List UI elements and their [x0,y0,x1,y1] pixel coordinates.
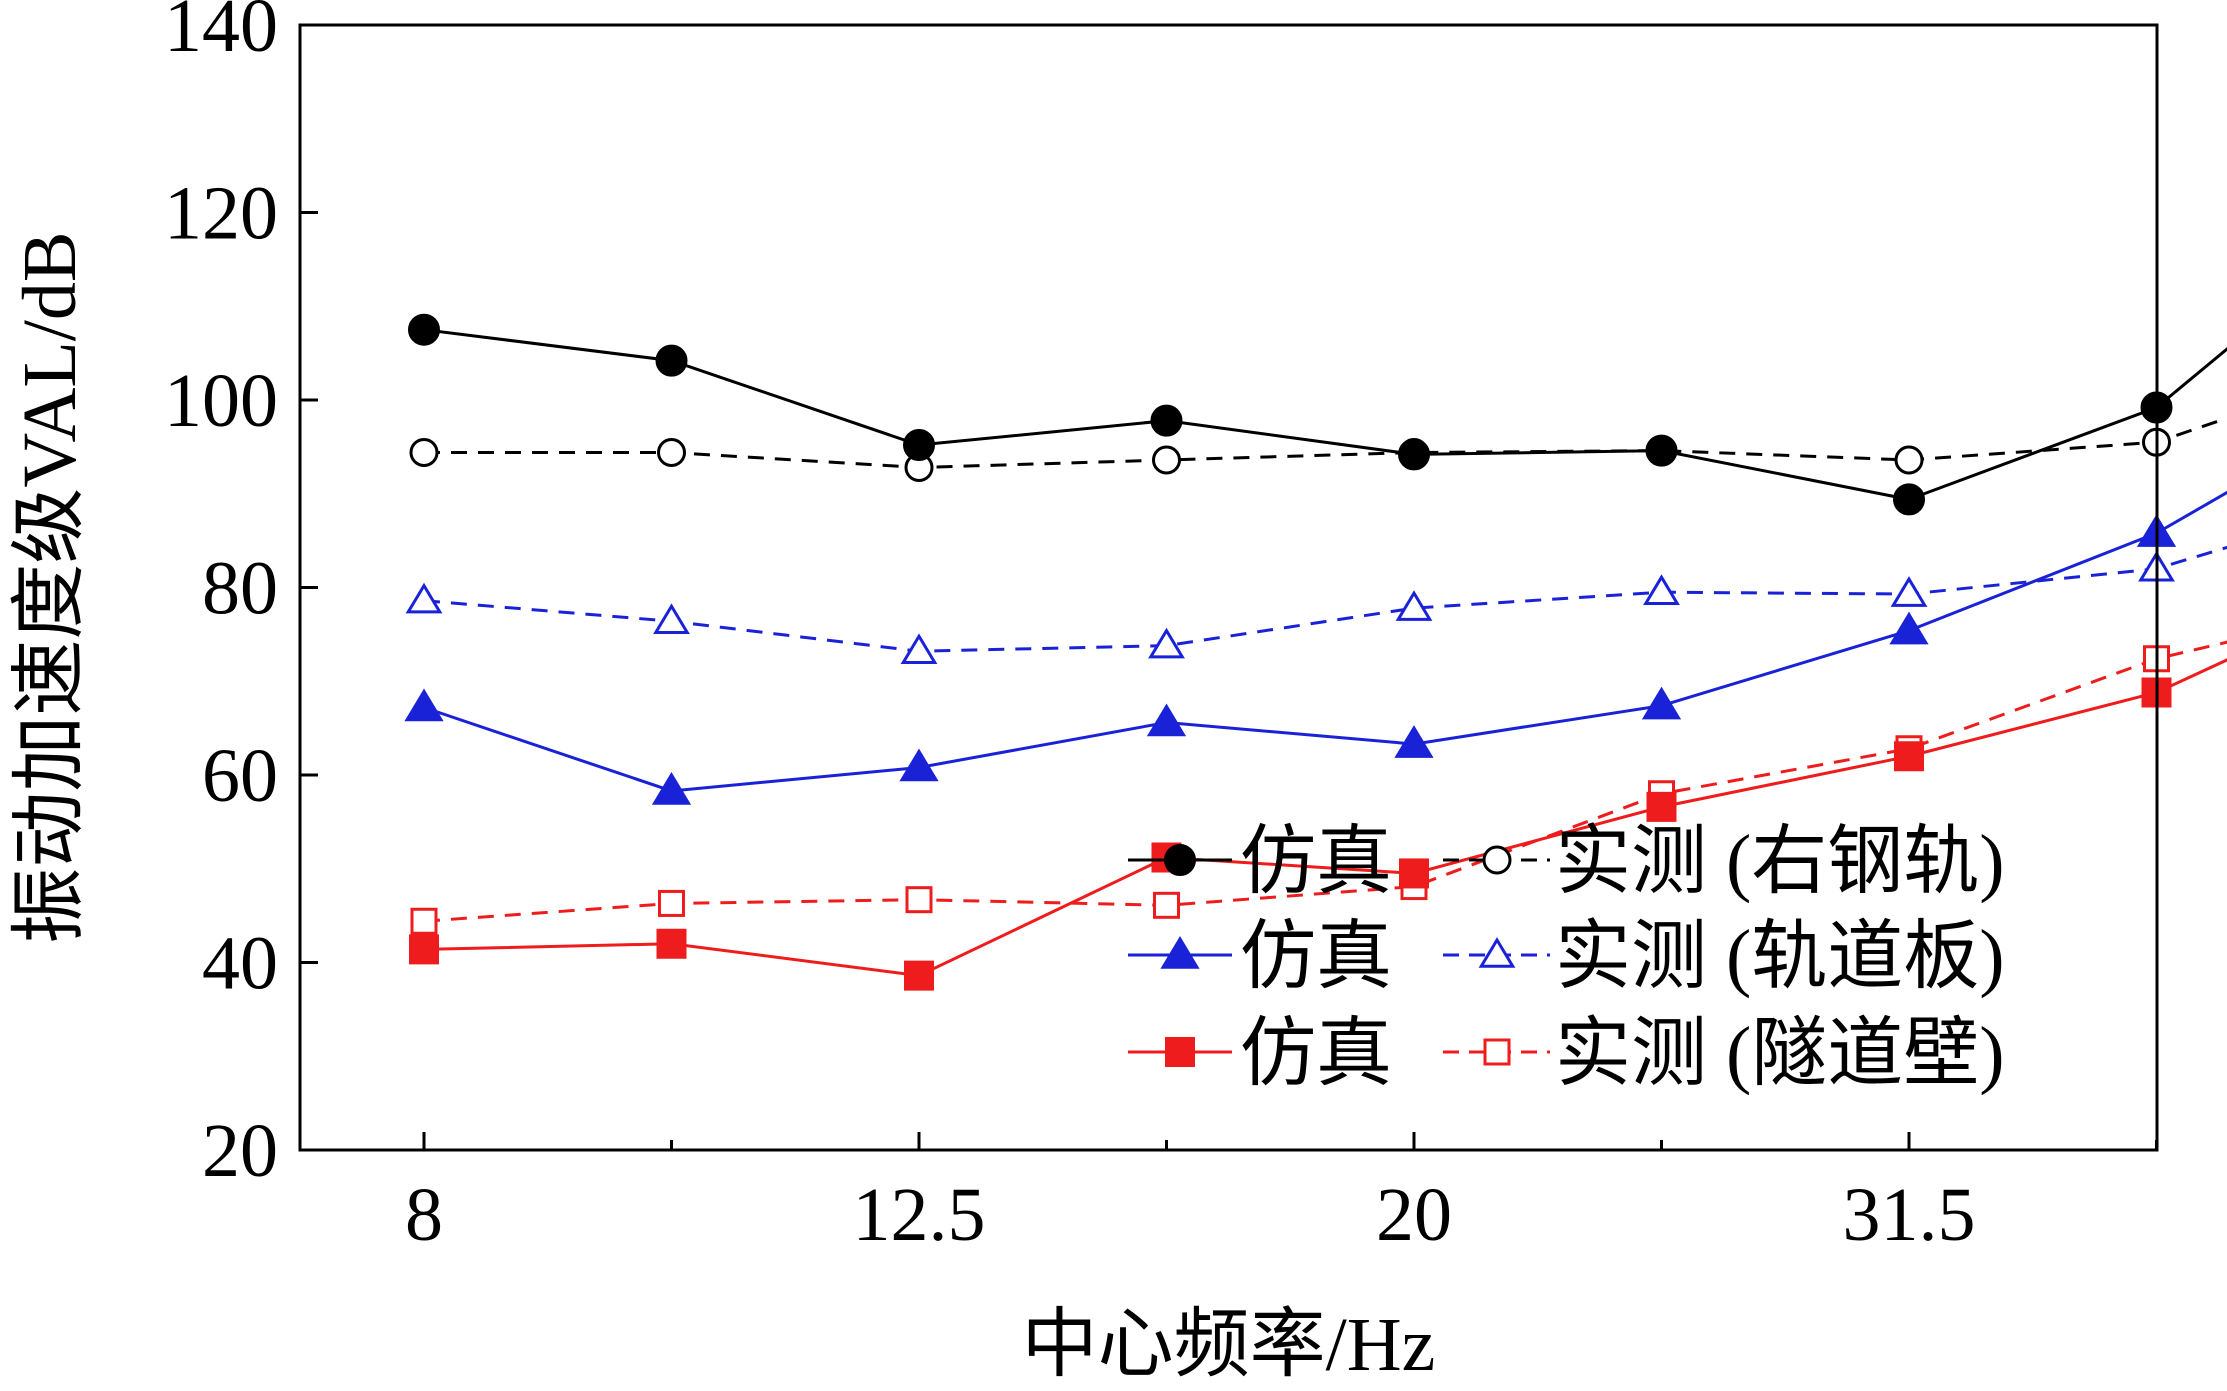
data-point [1893,483,1925,516]
legend-marker [1164,844,1196,876]
data-point [1646,791,1677,822]
series-s4 [405,545,2227,664]
x-tick-label: 12.5 [853,1173,986,1257]
data-point [1643,574,1680,605]
data-point [651,771,692,805]
data-point [405,582,443,614]
data-point [903,429,935,461]
data-point [1146,703,1187,737]
x-tick-label: 20 [1376,1173,1452,1257]
data-point [905,886,933,914]
data-point [653,603,690,634]
data-point [1398,438,1430,471]
data-point [1890,576,1928,607]
legend-label: 仿真 [1240,915,1392,999]
data-point [657,438,686,467]
data-point [1153,891,1180,919]
series-line [424,416,2227,470]
data-point [1399,858,1429,889]
y-tick-label: 100 [164,359,278,443]
data-point [410,907,438,935]
data-point [409,438,439,467]
legend-marker [1483,1038,1511,1066]
data-point [1889,611,1929,645]
series-s3 [404,490,2227,805]
data-point [1645,434,1678,467]
legend-label: 仿真 [1240,820,1392,904]
x-tick-label: 31.5 [1843,1173,1976,1257]
legend-row: 仿真 实测 (轨道板) [1128,915,2005,999]
data-point [655,344,688,377]
data-point [1150,404,1183,437]
y-axis: 20 40 60 80 100 120 140 [164,0,318,1193]
y-tick-label: 80 [202,547,278,631]
data-point [409,934,439,965]
legend-label: 实测 (右钢轨) [1555,820,2005,904]
y-tick-label: 60 [202,734,278,818]
legend-marker [1165,1037,1195,1067]
x-tick-label: 8 [405,1173,443,1257]
legend-label: 实测 (轨道板) [1555,915,2005,999]
legend-marker [1160,936,1200,969]
legend-row: 仿真 实测 (隧道壁) [1128,1012,2005,1096]
y-tick-label: 20 [202,1109,278,1193]
data-point [656,928,687,959]
legend-label: 实测 (隧道壁) [1555,1012,2005,1096]
legend-row: 仿真 实测 (右钢轨) [1128,820,2005,904]
series-line [423,328,2227,501]
y-tick-label: 120 [164,172,278,256]
y-axis-title: 振动加速度级VAL/dB [8,231,92,943]
data-point [1894,445,1924,475]
y-tick-label: 40 [202,922,278,1006]
data-point [1152,445,1181,475]
x-axis-title: 中心频率/Hz [1022,1303,1436,1387]
legend-marker [1482,845,1512,875]
data-point [1148,627,1185,659]
data-point [899,748,939,782]
data-point [904,960,934,991]
data-point [1641,686,1682,720]
legend: 仿真 实测 (右钢轨)仿真 实测 (轨道板)仿真 实测 (隧道壁) [1128,820,2005,1096]
series-line [423,490,2227,793]
data-point [1894,741,1924,772]
legend-label: 仿真 [1240,1012,1392,1096]
data-point [408,313,440,346]
legend-marker [1478,937,1516,968]
data-point [1394,725,1434,758]
data-point [658,889,685,917]
data-point [1395,590,1433,621]
data-point [404,688,444,722]
data-point [900,633,938,664]
y-tick-label: 140 [164,0,278,68]
